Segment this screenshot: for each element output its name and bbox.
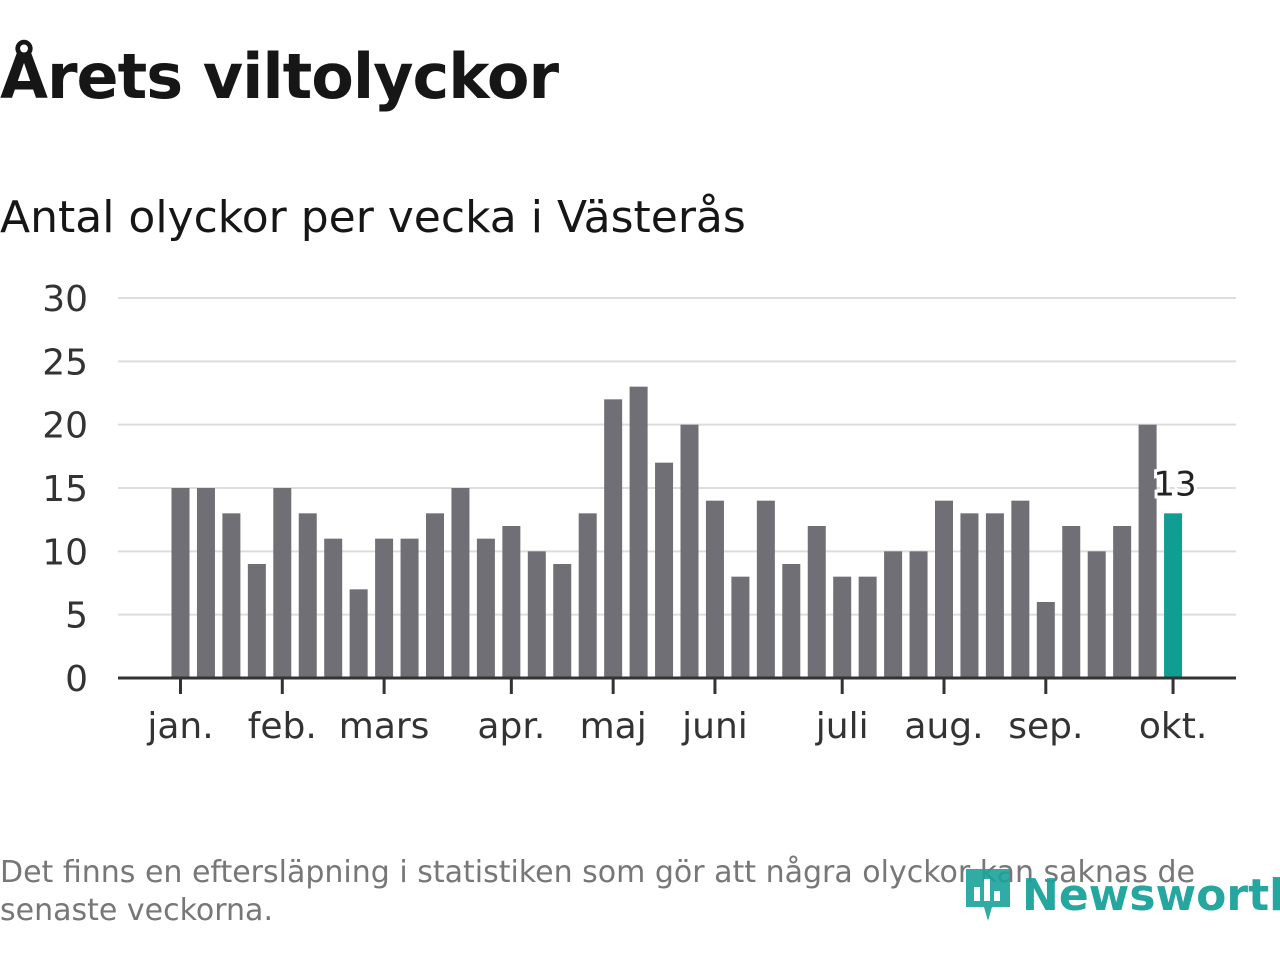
bar [960,513,979,678]
bar [1087,551,1106,678]
bar [807,526,826,678]
bar [604,399,623,678]
bar [298,513,317,678]
bar [502,526,521,678]
bar-chart-logo-icon [966,869,1010,921]
y-tick-label: 5 [65,596,88,637]
x-tick-label: mars [339,706,430,747]
bar [349,589,368,678]
bar [680,424,699,678]
chart-title: Årets viltolyckor [0,40,559,113]
y-tick-label: 0 [65,659,88,700]
bar [1011,500,1030,678]
bar [196,488,215,678]
bar [756,500,775,678]
data-label: 13 [1153,464,1196,504]
y-tick-label: 15 [42,469,88,510]
bar [476,538,495,678]
bar [273,488,292,678]
y-tick-label: 10 [42,532,88,573]
y-tick-label: 25 [42,342,88,383]
bar [1036,602,1055,678]
bar [375,538,394,678]
bar-chart: 0 5 10 15 20 25 30 jan. feb. mars apr. maj juni juli a… [42,279,1236,747]
x-tick-label: juni [681,706,748,747]
bar [705,500,724,678]
x-tick-label: jan. [146,706,213,747]
bar [833,576,852,678]
bar [1164,513,1183,678]
bar [400,538,419,678]
x-tick-label: apr. [477,706,545,747]
brand-name: Newsworthy [1022,869,1280,921]
x-tick-label: okt. [1139,706,1207,747]
x-tick-label: maj [580,706,647,747]
bar [858,576,877,678]
bar [985,513,1004,678]
bar [629,386,648,678]
bar [222,513,241,678]
bar [527,551,546,678]
bar [1113,526,1132,678]
bar [731,576,750,678]
bar [451,488,470,678]
x-tick-label: juli [815,706,869,747]
newsworthy-logo: Newsworthy [962,860,1280,930]
y-tick-label: 20 [42,406,88,447]
bar [171,488,190,678]
y-tick-label: 30 [42,279,88,320]
bar [909,551,928,678]
bar [655,462,674,678]
chart-subtitle: Antal olyckor per vecka i Västerås [0,192,746,243]
bar [324,538,343,678]
bar [1062,526,1081,678]
bar [935,500,953,678]
bar [247,564,266,678]
bar [782,564,801,678]
x-tick-label: sep. [1008,706,1083,747]
bar [578,513,597,678]
bar [553,564,572,678]
x-tick-label: aug. [904,706,983,747]
x-tick-label: feb. [248,706,317,747]
bar [884,551,903,678]
bar [426,513,444,678]
bar [1138,424,1157,678]
